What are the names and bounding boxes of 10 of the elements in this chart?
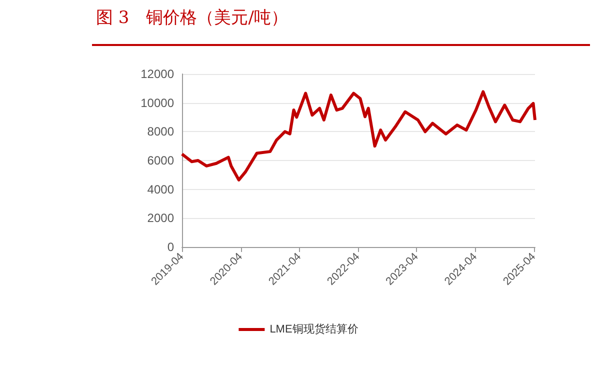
y-tick-label: 12000 (140, 67, 174, 81)
y-tick-label: 0 (167, 240, 174, 254)
chart-title: 图 3 铜价格（美元/吨） (96, 7, 288, 29)
y-tick-label: 6000 (147, 154, 174, 168)
y-tick-label: 8000 (147, 124, 174, 139)
y-tick-label: 4000 (147, 182, 174, 196)
line-series (180, 90, 536, 182)
legend-label: LME铜现货结算价 (270, 322, 358, 336)
y-tick-label: 10000 (140, 96, 174, 110)
y-tick-label: 2000 (147, 211, 174, 226)
